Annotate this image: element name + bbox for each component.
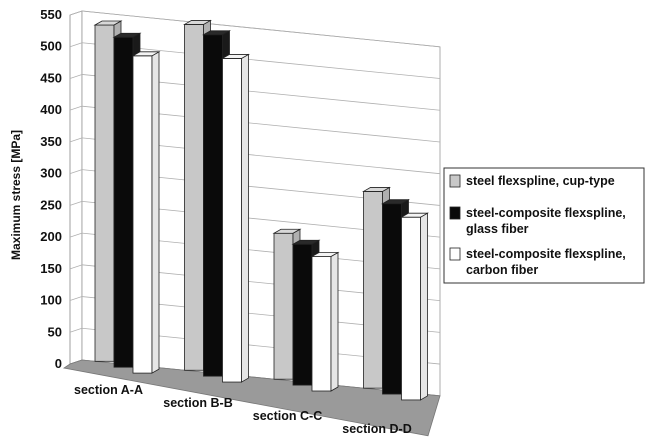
bar: [131, 51, 161, 374]
floor-plane: [62, 359, 441, 437]
bar-top: [291, 239, 321, 245]
y-tick-label: 0: [55, 356, 62, 371]
y-axis-ticks: 0 50 100 150 200 250 300 350 400 450 500 550: [40, 7, 62, 371]
bar-top: [310, 252, 340, 257]
y-tick-label: 100: [40, 293, 62, 308]
bar-front: [222, 58, 242, 383]
y-tick-label: 450: [40, 70, 62, 85]
bar-front: [94, 24, 115, 362]
gridline-side: [69, 105, 83, 111]
bar-top: [361, 187, 392, 192]
bar-side: [420, 212, 428, 401]
bar-top: [201, 30, 232, 36]
bar-front: [273, 232, 294, 380]
gridline-side: [69, 42, 83, 48]
gridline-side: [69, 10, 83, 16]
gridline-side: [69, 169, 83, 175]
bar-top: [380, 199, 411, 205]
y-tick-label: 350: [40, 134, 62, 149]
bar-side: [330, 251, 339, 392]
bar-front: [113, 36, 134, 368]
bar-front: [292, 243, 313, 386]
bar-top: [220, 54, 251, 59]
bar-top: [399, 212, 430, 218]
y-axis-label: Maximum stress [MPa]: [9, 130, 23, 260]
bar-front: [363, 191, 383, 389]
bar-side: [151, 51, 160, 374]
legend-swatch: [449, 174, 461, 188]
gridline-side: [69, 327, 83, 333]
legend-label: steel flexspline, cup-type: [466, 174, 615, 188]
bar: [399, 212, 430, 401]
y-tick-label: 300: [40, 166, 62, 181]
gridline-side: [69, 74, 83, 79]
y-tick-label: 500: [40, 39, 62, 54]
wall-top: [70, 0, 500, 15]
y-tick-label: 550: [40, 7, 62, 22]
bar-top: [93, 20, 123, 26]
bar-top: [112, 32, 142, 38]
bar-front: [311, 256, 332, 392]
y-tick-label: 250: [40, 197, 62, 212]
legend: steel flexspline, cup-type steel-composit…: [443, 167, 645, 284]
bar-front: [401, 216, 421, 401]
x-category-label: section C-C: [253, 409, 322, 423]
bar-front: [203, 34, 223, 377]
gridline-side: [69, 296, 83, 301]
bar-side: [241, 53, 249, 383]
legend-swatch: [449, 247, 461, 261]
bar-front: [184, 24, 204, 371]
bar-top: [182, 20, 213, 25]
gridline: [81, 42, 441, 79]
bar-top: [272, 228, 302, 234]
y-tick-label: 400: [40, 102, 62, 117]
chart-floor: [62, 359, 441, 437]
side-wall: [69, 10, 83, 365]
bars: [93, 19, 430, 401]
legend-label: carbon fiber: [466, 263, 538, 277]
bar-front: [382, 203, 402, 395]
legend-box: [443, 167, 645, 284]
x-category-label: section B-B: [163, 396, 232, 410]
gridline-side: [69, 200, 83, 206]
gridline-side: [69, 137, 83, 143]
legend-swatch: [449, 206, 461, 220]
bar: [310, 251, 340, 392]
x-category-label: section A-A: [74, 383, 143, 397]
bar-top: [131, 51, 161, 57]
y-tick-label: 150: [40, 261, 62, 276]
gridline-side: [69, 264, 83, 270]
bar: [220, 53, 251, 383]
x-axis-labels: section A-A section B-B section C-C section…: [74, 383, 412, 436]
bar-front: [132, 55, 153, 374]
gridline-side: [69, 232, 83, 238]
legend-label: glass fiber: [466, 222, 529, 236]
gridline: [81, 10, 441, 48]
legend-label: steel-composite flexspline,: [466, 247, 626, 261]
x-category-label: section D-D: [342, 422, 411, 436]
legend-label: steel-composite flexspline,: [466, 206, 626, 220]
y-tick-label: 50: [48, 324, 62, 339]
y-tick-label: 200: [40, 229, 62, 244]
